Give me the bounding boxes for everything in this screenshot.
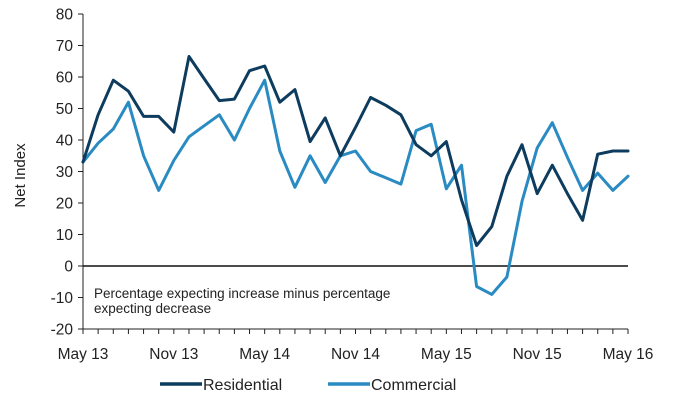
y-tick-label: -20 bbox=[51, 322, 74, 339]
x-tick-label: Nov 14 bbox=[331, 346, 380, 363]
chart-annotation: Percentage expecting increase minus perc… bbox=[94, 286, 390, 316]
y-tick-label: 10 bbox=[56, 227, 74, 244]
y-tick-label: 80 bbox=[56, 7, 74, 24]
x-tick-label: May 14 bbox=[239, 346, 290, 363]
x-axis: May 13 Nov 13 May 14 Nov 14 May 15 Nov 15 May … bbox=[58, 265, 654, 363]
y-tick-label: 20 bbox=[56, 196, 74, 213]
y-axis: -20 -10 0 10 20 30 40 50 60 70 80 bbox=[51, 7, 84, 339]
x-tick-label: May 16 bbox=[603, 346, 654, 363]
y-tick-label: 40 bbox=[56, 133, 74, 150]
series-line-commercial bbox=[81, 78, 630, 296]
x-tick-label: Nov 15 bbox=[513, 346, 562, 363]
legend-label-commercial: Commercial bbox=[371, 377, 456, 394]
y-tick-label: -10 bbox=[51, 290, 74, 307]
x-tick-label: May 13 bbox=[58, 346, 109, 363]
series-line-residential bbox=[81, 55, 630, 247]
annotation-line: Percentage expecting increase minus perc… bbox=[94, 286, 390, 301]
y-tick-label: 70 bbox=[56, 38, 74, 55]
legend-label-residential: Residential bbox=[203, 377, 282, 394]
y-tick-label: 50 bbox=[56, 101, 74, 118]
y-tick-label: 60 bbox=[56, 70, 74, 87]
annotation-line: expecting decrease bbox=[94, 301, 211, 316]
x-tick-label: May 15 bbox=[421, 346, 472, 363]
y-tick-label: 30 bbox=[56, 164, 74, 181]
y-axis-title: Net Index bbox=[12, 143, 29, 208]
series-lines bbox=[81, 55, 630, 296]
x-tick-label: Nov 13 bbox=[149, 346, 198, 363]
chart-legend: Residential Commercial bbox=[160, 377, 456, 394]
y-tick-label: 0 bbox=[64, 259, 73, 276]
